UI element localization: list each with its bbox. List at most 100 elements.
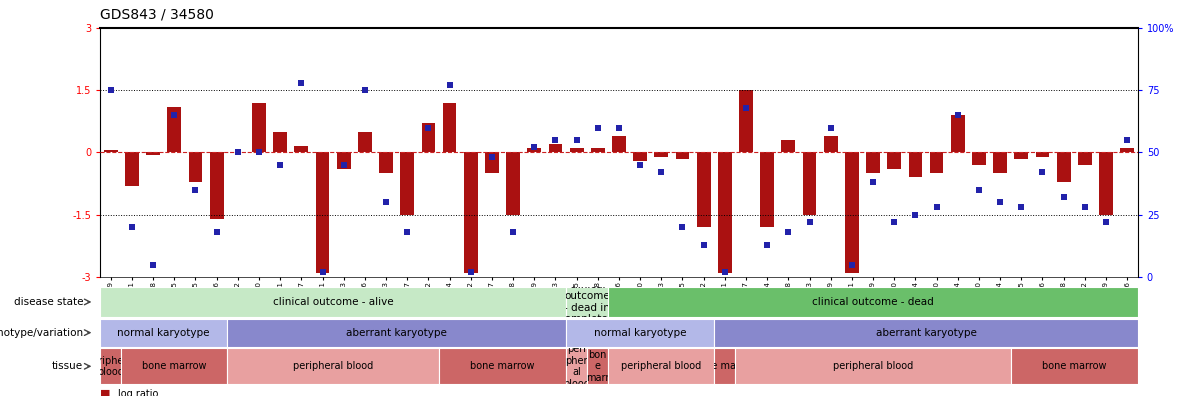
Bar	[422, 123, 435, 152]
Bar	[993, 152, 1007, 173]
Bar	[971, 152, 986, 165]
Bar	[718, 152, 732, 273]
Text: peripheral blood: peripheral blood	[832, 361, 914, 371]
Text: peripheral blood: peripheral blood	[294, 361, 374, 371]
Point	[250, 149, 269, 156]
Point	[271, 162, 290, 168]
Point	[503, 229, 522, 236]
Text: clinical
outcome
- dead in
complete r: clinical outcome - dead in complete r	[559, 280, 615, 324]
Bar	[569, 148, 584, 152]
Bar	[676, 152, 690, 159]
Point	[990, 199, 1009, 206]
Bar	[1099, 152, 1113, 215]
Bar	[316, 152, 329, 273]
Text: GDS843 / 34580: GDS843 / 34580	[100, 8, 215, 22]
Bar	[125, 152, 139, 186]
Bar	[401, 152, 414, 215]
Point	[567, 137, 586, 143]
Point	[737, 105, 756, 111]
Bar	[485, 152, 499, 173]
Text: normal karyotype: normal karyotype	[118, 327, 210, 338]
Bar	[1120, 148, 1134, 152]
Point	[779, 229, 798, 236]
Bar	[760, 152, 775, 227]
Text: peripheral
blood: peripheral blood	[86, 356, 136, 377]
Point	[482, 154, 501, 161]
Point	[292, 80, 311, 86]
Text: log ratio: log ratio	[118, 389, 158, 396]
Bar	[739, 90, 753, 152]
Text: tissue: tissue	[52, 361, 84, 371]
Point	[144, 261, 163, 268]
Point	[546, 137, 565, 143]
Point	[1033, 169, 1052, 175]
Bar	[210, 152, 224, 219]
Text: bon
e
marr: bon e marr	[586, 350, 610, 383]
Bar	[1078, 152, 1092, 165]
Point	[101, 87, 120, 93]
Point	[440, 82, 459, 88]
Bar	[591, 148, 605, 152]
Point	[165, 112, 184, 118]
Point	[335, 162, 354, 168]
Text: disease state: disease state	[14, 297, 84, 307]
Bar	[654, 152, 668, 156]
Bar	[442, 103, 456, 152]
Point	[716, 269, 735, 275]
Bar	[1035, 152, 1049, 156]
Text: clinical outcome - alive: clinical outcome - alive	[272, 297, 394, 307]
Point	[843, 261, 862, 268]
Bar	[803, 152, 816, 215]
Point	[884, 219, 903, 225]
Text: peripheral blood: peripheral blood	[621, 361, 702, 371]
Bar	[930, 152, 943, 173]
Bar	[252, 103, 266, 152]
Point	[1054, 194, 1073, 200]
Point	[610, 124, 628, 131]
Bar	[506, 152, 520, 215]
Point	[525, 144, 544, 150]
Text: bone marrow: bone marrow	[692, 361, 757, 371]
Point	[397, 229, 416, 236]
Bar	[146, 152, 160, 154]
Point	[1012, 204, 1030, 211]
Point	[927, 204, 946, 211]
Bar	[612, 136, 626, 152]
Bar	[463, 152, 477, 273]
Point	[588, 124, 607, 131]
Text: clinical outcome - dead: clinical outcome - dead	[812, 297, 934, 307]
Point	[652, 169, 671, 175]
Bar	[824, 136, 837, 152]
Bar	[1056, 152, 1071, 181]
Text: bone marrow: bone marrow	[143, 361, 206, 371]
Bar	[104, 150, 118, 152]
Bar	[358, 131, 371, 152]
Text: bone marrow: bone marrow	[1042, 361, 1106, 371]
Point	[631, 162, 650, 168]
Point	[822, 124, 841, 131]
Point	[969, 187, 988, 193]
Point	[123, 224, 141, 230]
Bar	[909, 152, 922, 177]
Point	[461, 269, 480, 275]
Point	[673, 224, 692, 230]
Point	[758, 242, 777, 248]
Point	[376, 199, 395, 206]
Text: bone marrow: bone marrow	[470, 361, 535, 371]
Point	[948, 112, 967, 118]
Point	[314, 269, 332, 275]
Point	[905, 211, 924, 218]
Text: ■: ■	[100, 389, 111, 396]
Point	[186, 187, 205, 193]
Point	[1118, 137, 1137, 143]
Point	[208, 229, 226, 236]
Bar	[295, 146, 308, 152]
Bar	[633, 152, 647, 161]
Point	[419, 124, 437, 131]
Point	[694, 242, 713, 248]
Bar	[845, 152, 858, 273]
Bar	[380, 152, 393, 173]
Bar	[274, 131, 286, 152]
Text: aberrant karyotype: aberrant karyotype	[347, 327, 447, 338]
Point	[1096, 219, 1115, 225]
